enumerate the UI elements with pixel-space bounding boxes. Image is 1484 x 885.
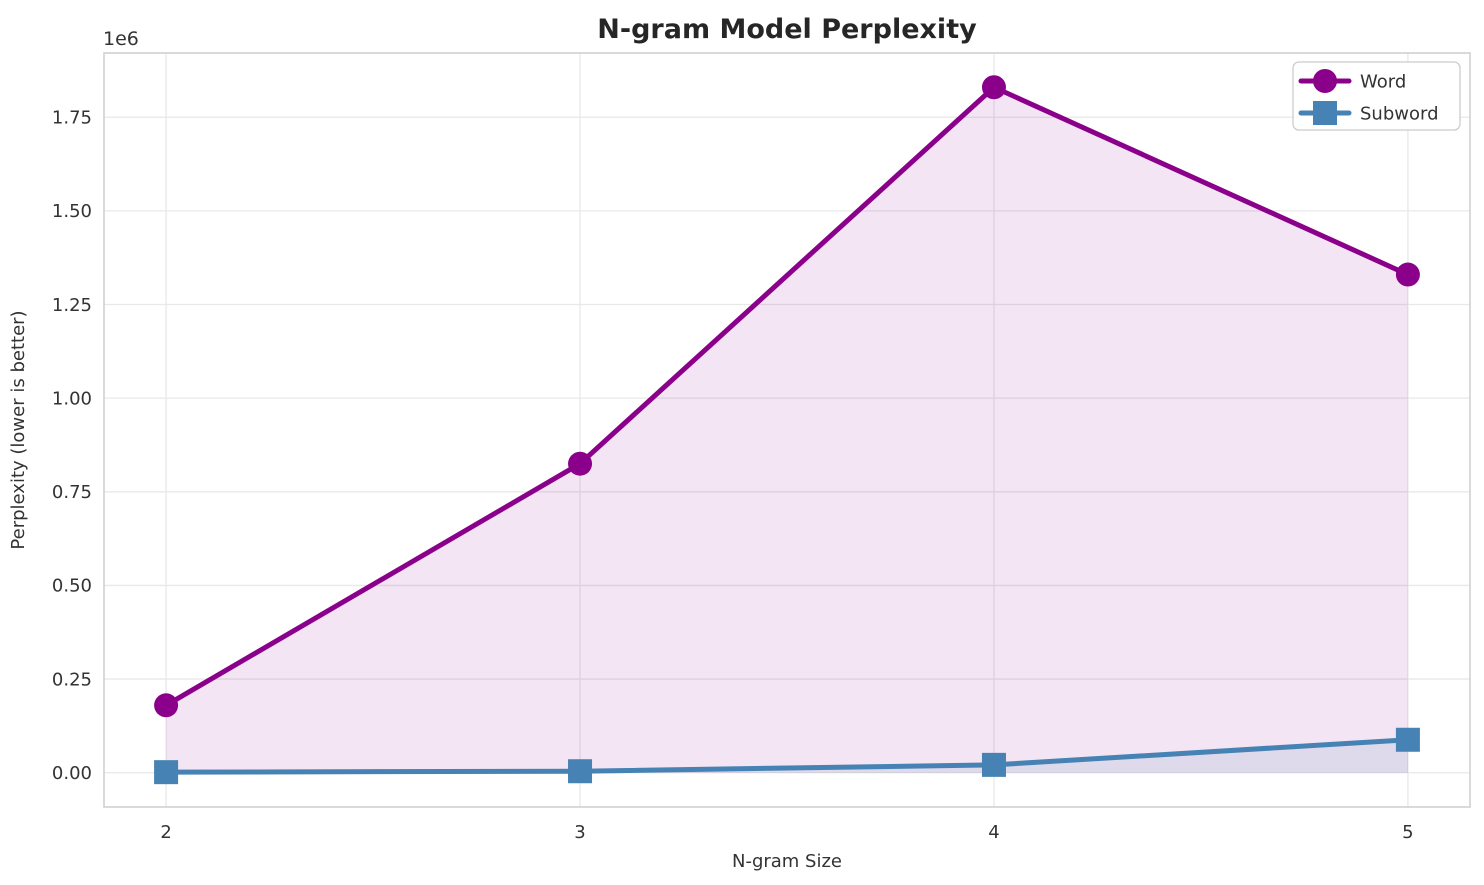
subword-marker xyxy=(981,752,1006,777)
y-tick-label: 1.25 xyxy=(52,295,92,316)
x-axis-label: N-gram Size xyxy=(732,851,842,872)
word-marker xyxy=(568,451,593,476)
word-line xyxy=(163,84,1411,708)
plot-border xyxy=(103,52,1471,808)
tick-label-layer: 0.00 0.25 0.50 0.75 1.00 1.25 1.50 1.75 2 3 4 5 xyxy=(52,108,1414,843)
series-layer xyxy=(154,75,1420,785)
subword-line xyxy=(163,737,1411,775)
x-tick-label: 3 xyxy=(574,822,585,843)
grid-layer xyxy=(104,53,1470,807)
legend-item: Subword xyxy=(1298,101,1439,125)
word-marker xyxy=(981,75,1006,100)
x-tick-label: 2 xyxy=(160,822,171,843)
series-word xyxy=(154,75,1420,718)
x-tick-label: 5 xyxy=(1402,822,1413,843)
y-tick-label: 1.75 xyxy=(52,108,92,129)
y-axis-offset-label: 1e6 xyxy=(103,28,139,50)
legend-item: Word xyxy=(1298,69,1406,93)
y-tick-label: 1.50 xyxy=(52,201,92,222)
y-tick-label: 0.25 xyxy=(52,669,92,690)
y-tick-label: 0.00 xyxy=(52,763,92,784)
y-tick-label: 0.50 xyxy=(52,576,92,597)
area-fill-subword xyxy=(166,739,1408,773)
legend: Word Subword xyxy=(1292,61,1461,131)
x-tick-label: 4 xyxy=(988,822,999,843)
y-tick-label: 0.75 xyxy=(52,482,92,503)
area-fill-word xyxy=(166,87,1408,773)
legend-square-marker-icon xyxy=(1313,101,1337,125)
legend-circle-marker-icon xyxy=(1313,69,1337,93)
chart-title: N-gram Model Perplexity xyxy=(597,14,977,45)
y-axis-label: Perplexity (lower is better) xyxy=(8,310,29,549)
area-fill-layer xyxy=(166,87,1408,773)
series-subword xyxy=(154,727,1420,785)
word-marker xyxy=(154,693,179,718)
legend-label: Word xyxy=(1360,71,1406,92)
legend-label: Subword xyxy=(1360,103,1439,124)
word-marker xyxy=(1395,262,1420,287)
y-tick-label: 1.00 xyxy=(52,388,92,409)
axes-spines xyxy=(103,52,1471,808)
subword-marker xyxy=(154,760,179,785)
subword-marker xyxy=(568,759,593,784)
subword-marker xyxy=(1395,727,1420,752)
